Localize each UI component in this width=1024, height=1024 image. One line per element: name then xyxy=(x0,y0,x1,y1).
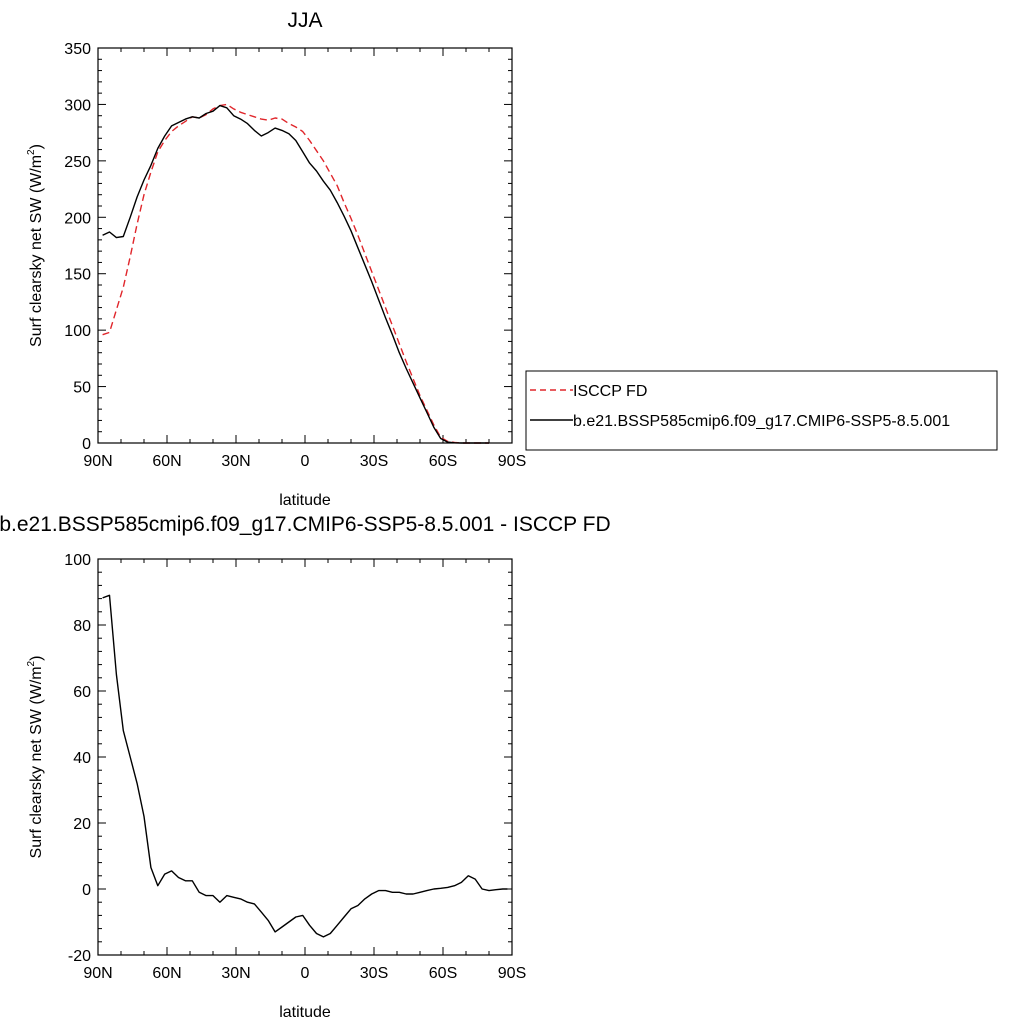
x-tick-label: 60S xyxy=(429,965,457,982)
y-tick-label: 0 xyxy=(82,436,91,453)
x-axis-label: latitude xyxy=(279,492,331,509)
x-tick-label: 30N xyxy=(221,965,250,982)
x-tick-label: 0 xyxy=(301,965,310,982)
x-tick-label: 30S xyxy=(360,965,388,982)
x-tick-label: 0 xyxy=(301,453,310,470)
x-tick-label: 90S xyxy=(498,965,526,982)
y-tick-label: 250 xyxy=(64,154,91,171)
x-tick-label: 90N xyxy=(83,965,112,982)
plot-frame xyxy=(97,47,513,444)
x-tick-label: 60S xyxy=(429,453,457,470)
y-tick-label: 200 xyxy=(64,210,91,227)
y-tick-label: 50 xyxy=(73,380,91,397)
legend: ISCCP FD b.e21.BSSP585cmip6.f09_g17.CMIP… xyxy=(525,370,998,451)
x-tick-label: 60N xyxy=(152,965,181,982)
x-tick-labels: 90N 60N 30N 0 30S 60S 90S xyxy=(83,965,526,982)
data-series xyxy=(102,103,489,444)
y-tick-label: 0 xyxy=(82,882,91,899)
y-tick-label: 60 xyxy=(73,684,91,701)
y-axis-label-close: ) xyxy=(28,656,45,661)
legend-label-model: b.e21.BSSP585cmip6.f09_g17.CMIP6-SSP5-8.… xyxy=(573,413,950,430)
y-tick-label: 300 xyxy=(64,97,91,114)
y-axis-label-text: Surf clearsky net SW (W/m xyxy=(28,666,45,858)
y-tick-label: 20 xyxy=(73,816,91,833)
y-tick-label: -20 xyxy=(68,948,91,965)
y-tick-label: 40 xyxy=(73,750,91,767)
y-axis-label-close: ) xyxy=(28,144,45,149)
tick-marks xyxy=(97,558,513,956)
legend-label-isccp: ISCCP FD xyxy=(573,383,647,400)
y-tick-labels: -20 0 20 40 60 80 100 xyxy=(64,552,91,965)
y-tick-label: 150 xyxy=(64,267,91,284)
y-axis-label-sup: 2 xyxy=(26,149,37,155)
y-axis-label-sup: 2 xyxy=(26,660,37,666)
tick-marks xyxy=(97,47,513,444)
panel-seasonal-mean: JJA 0 50 100 150 200 250 300 350 90N 60N 30N 0 30S 6… xyxy=(26,9,526,509)
y-tick-labels: 0 50 100 150 200 250 300 350 xyxy=(64,41,91,453)
panel-difference: b.e21.BSSP585cmip6.f09_g17.CMIP6-SSP5-8.… xyxy=(0,513,611,1021)
plot-frame xyxy=(97,558,513,956)
y-tick-label: 100 xyxy=(64,323,91,340)
data-series xyxy=(102,594,508,938)
x-tick-label: 90N xyxy=(83,453,112,470)
series-line-difference xyxy=(102,594,508,938)
x-tick-label: 90S xyxy=(498,453,526,470)
x-tick-label: 30N xyxy=(221,453,250,470)
y-axis-label-text: Surf clearsky net SW (W/m xyxy=(28,155,45,347)
x-tick-label: 30S xyxy=(360,453,388,470)
y-tick-label: 350 xyxy=(64,41,91,58)
y-tick-label: 80 xyxy=(73,618,91,635)
chart-title: JJA xyxy=(287,9,322,32)
x-tick-labels: 90N 60N 30N 0 30S 60S 90S xyxy=(83,453,526,470)
x-tick-label: 60N xyxy=(152,453,181,470)
legend-box xyxy=(525,370,998,451)
y-tick-label: 100 xyxy=(64,552,91,569)
y-axis-label: Surf clearsky net SW (W/m2) xyxy=(26,144,45,347)
series-line-isccp xyxy=(102,103,489,444)
chart-title: b.e21.BSSP585cmip6.f09_g17.CMIP6-SSP5-8.… xyxy=(0,513,611,536)
x-axis-label: latitude xyxy=(279,1004,331,1021)
y-axis-label: Surf clearsky net SW (W/m2) xyxy=(26,656,45,859)
series-line-model xyxy=(102,104,489,444)
